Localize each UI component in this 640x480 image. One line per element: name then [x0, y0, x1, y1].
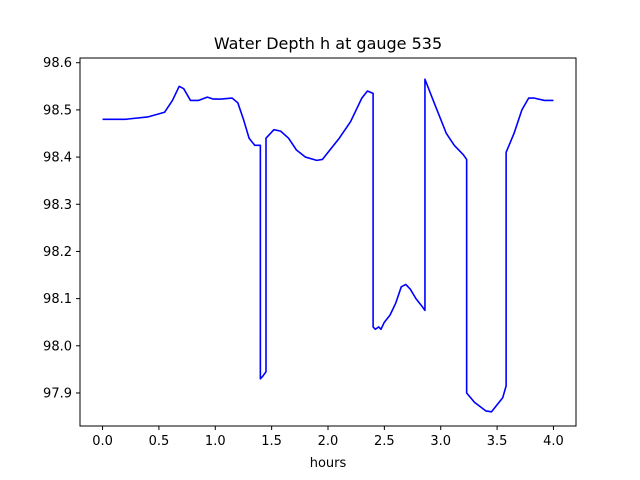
- plot-area: [80, 58, 576, 426]
- x-tick-label: 0.0: [92, 434, 113, 449]
- series-line-0: [102, 78, 554, 413]
- chart-title: Water Depth h at gauge 535: [214, 34, 442, 53]
- x-tick-label: 3.0: [430, 434, 451, 449]
- y-tick-label: 98.5: [43, 103, 72, 118]
- y-tick-label: 98.2: [43, 245, 72, 260]
- x-axis: 0.0 0.5 1.0 1.5 2.0 2.5 3.0 3.5 4.0: [92, 426, 564, 449]
- y-tick-label: 98.0: [43, 339, 72, 354]
- y-tick-label: 98.3: [43, 198, 72, 213]
- x-tick-label: 1.0: [205, 434, 226, 449]
- x-tick-label: 1.5: [261, 434, 282, 449]
- x-tick-label: 0.5: [149, 434, 170, 449]
- x-tick-label: 2.0: [318, 434, 339, 449]
- x-axis-label: hours: [310, 456, 347, 471]
- y-tick-label: 98.4: [43, 151, 72, 166]
- series-layer: [102, 78, 554, 413]
- y-axis: 97.9 98.0 98.1 98.2 98.3 98.4 98.5 98.6: [43, 56, 80, 401]
- y-tick-label: 98.1: [43, 292, 72, 307]
- y-tick-label: 98.6: [43, 56, 72, 71]
- y-tick-label: 97.9: [43, 386, 72, 401]
- x-tick-label: 4.0: [543, 434, 564, 449]
- x-tick-label: 3.5: [487, 434, 508, 449]
- x-tick-label: 2.5: [374, 434, 395, 449]
